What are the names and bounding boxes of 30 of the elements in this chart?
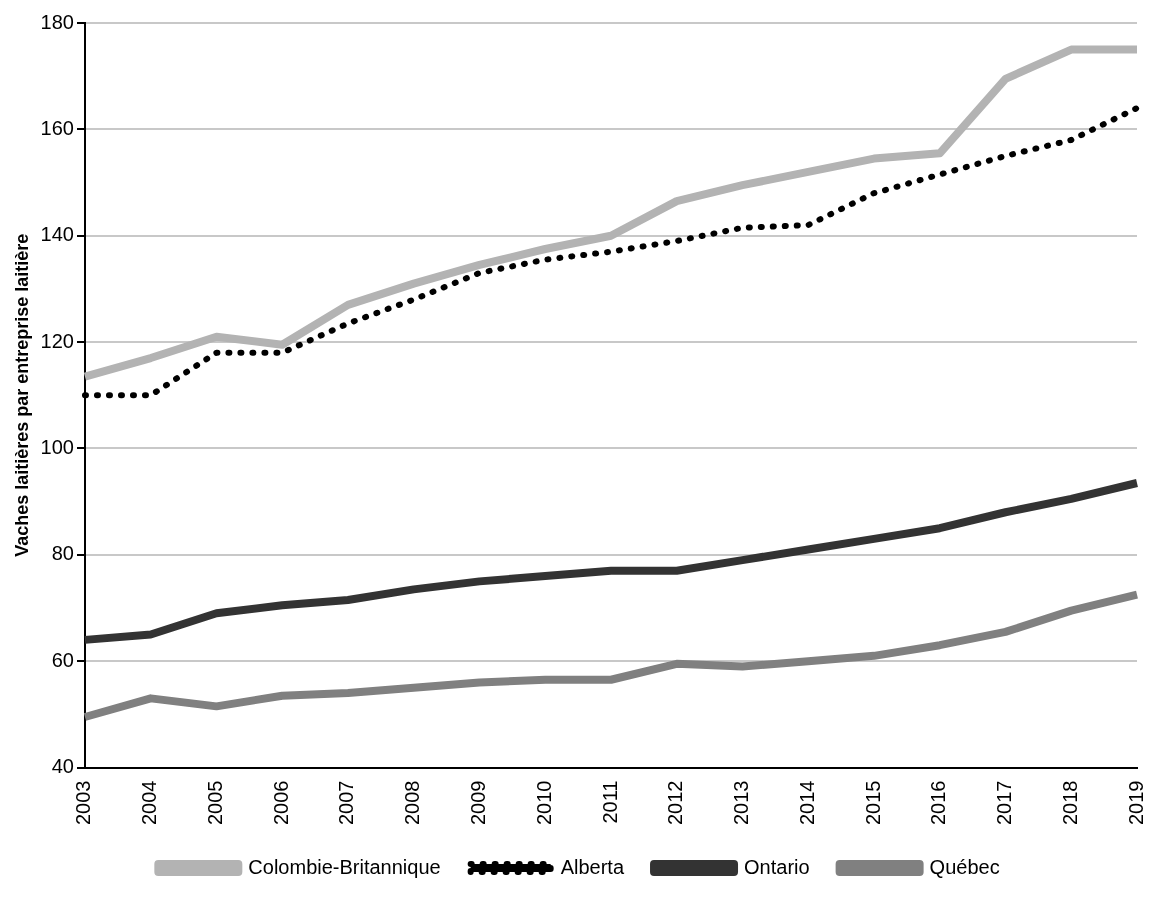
x-tick-label: 2013 [730,780,752,826]
y-tick-label: 120 [40,329,74,352]
y-axis-title: Vaches laitières par entreprise laitière [11,233,32,557]
y-tick-label: 100 [40,435,74,458]
x-tick-label: 2005 [203,780,226,826]
legend-label: Alberta [560,855,625,878]
x-tick-label: 2007 [335,780,358,826]
y-tick-label: 80 [51,542,74,565]
legend-label: Colombie-Britannique [248,855,441,878]
x-tick-label: 2010 [532,780,555,826]
x-tick-label: 2003 [72,780,95,826]
y-tick-label: 180 [40,10,74,33]
x-tick-label: 2019 [1124,780,1147,826]
x-tick-label: 2008 [401,780,424,826]
x-tick-label: 2009 [467,780,489,826]
y-tick-label: 140 [40,223,74,246]
x-tick-label: 2017 [993,780,1016,826]
x-tick-label: 2012 [664,780,687,826]
legend-label: Ontario [744,855,810,878]
x-tick-label: 2018 [1058,780,1081,826]
y-tick-label: 160 [40,116,74,139]
x-tick-label: 2011 [598,780,621,824]
x-tick-label: 2016 [927,780,950,826]
y-tick-label: 60 [51,648,74,671]
x-tick-label: 2014 [795,780,818,826]
x-tick-label: 2004 [138,780,161,826]
legend-label: Québec [929,855,1000,878]
x-tick-label: 2015 [861,780,884,826]
x-tick-label: 2006 [269,780,292,826]
y-tick-label: 40 [51,755,74,778]
